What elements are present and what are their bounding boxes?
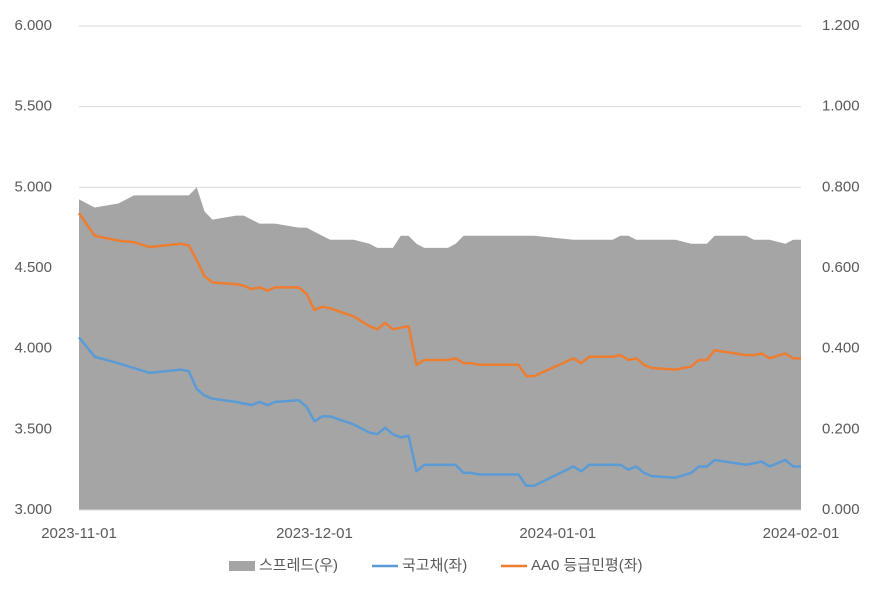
- legend-swatch: [229, 561, 255, 571]
- y2-tick-label: 1.000: [822, 98, 860, 115]
- x-tick-label: 2024-02-01: [763, 525, 840, 542]
- y-tick-label: 3.000: [14, 501, 52, 518]
- y2-tick-label: 0.400: [822, 340, 860, 357]
- legend-label: 스프레드(우): [259, 557, 338, 574]
- y-tick-label: 4.000: [14, 340, 52, 357]
- area: [79, 187, 801, 511]
- legend-label: 국고채(좌): [402, 557, 467, 574]
- y2-tick-label: 0.600: [822, 259, 860, 276]
- y-tick-label: 5.000: [14, 178, 52, 195]
- y2-tick-label: 1.200: [822, 17, 860, 34]
- y-tick-label: 3.500: [14, 420, 52, 437]
- y-tick-label: 4.500: [14, 259, 52, 276]
- line: [78, 336, 801, 488]
- line: [77, 212, 801, 378]
- y-tick-label: 5.500: [14, 98, 52, 115]
- y2-tick-label: 0.000: [822, 501, 860, 518]
- x-tick-label: 2024-01-01: [519, 525, 596, 542]
- y-tick-label: 6.000: [14, 17, 52, 34]
- x-tick-label: 2023-12-01: [276, 525, 353, 542]
- legend-label: AA0 등급민평(좌): [531, 557, 643, 574]
- y2-tick-label: 0.200: [822, 420, 860, 437]
- y2-tick-label: 0.800: [822, 178, 860, 195]
- x-tick-label: 2023-11-01: [41, 525, 117, 542]
